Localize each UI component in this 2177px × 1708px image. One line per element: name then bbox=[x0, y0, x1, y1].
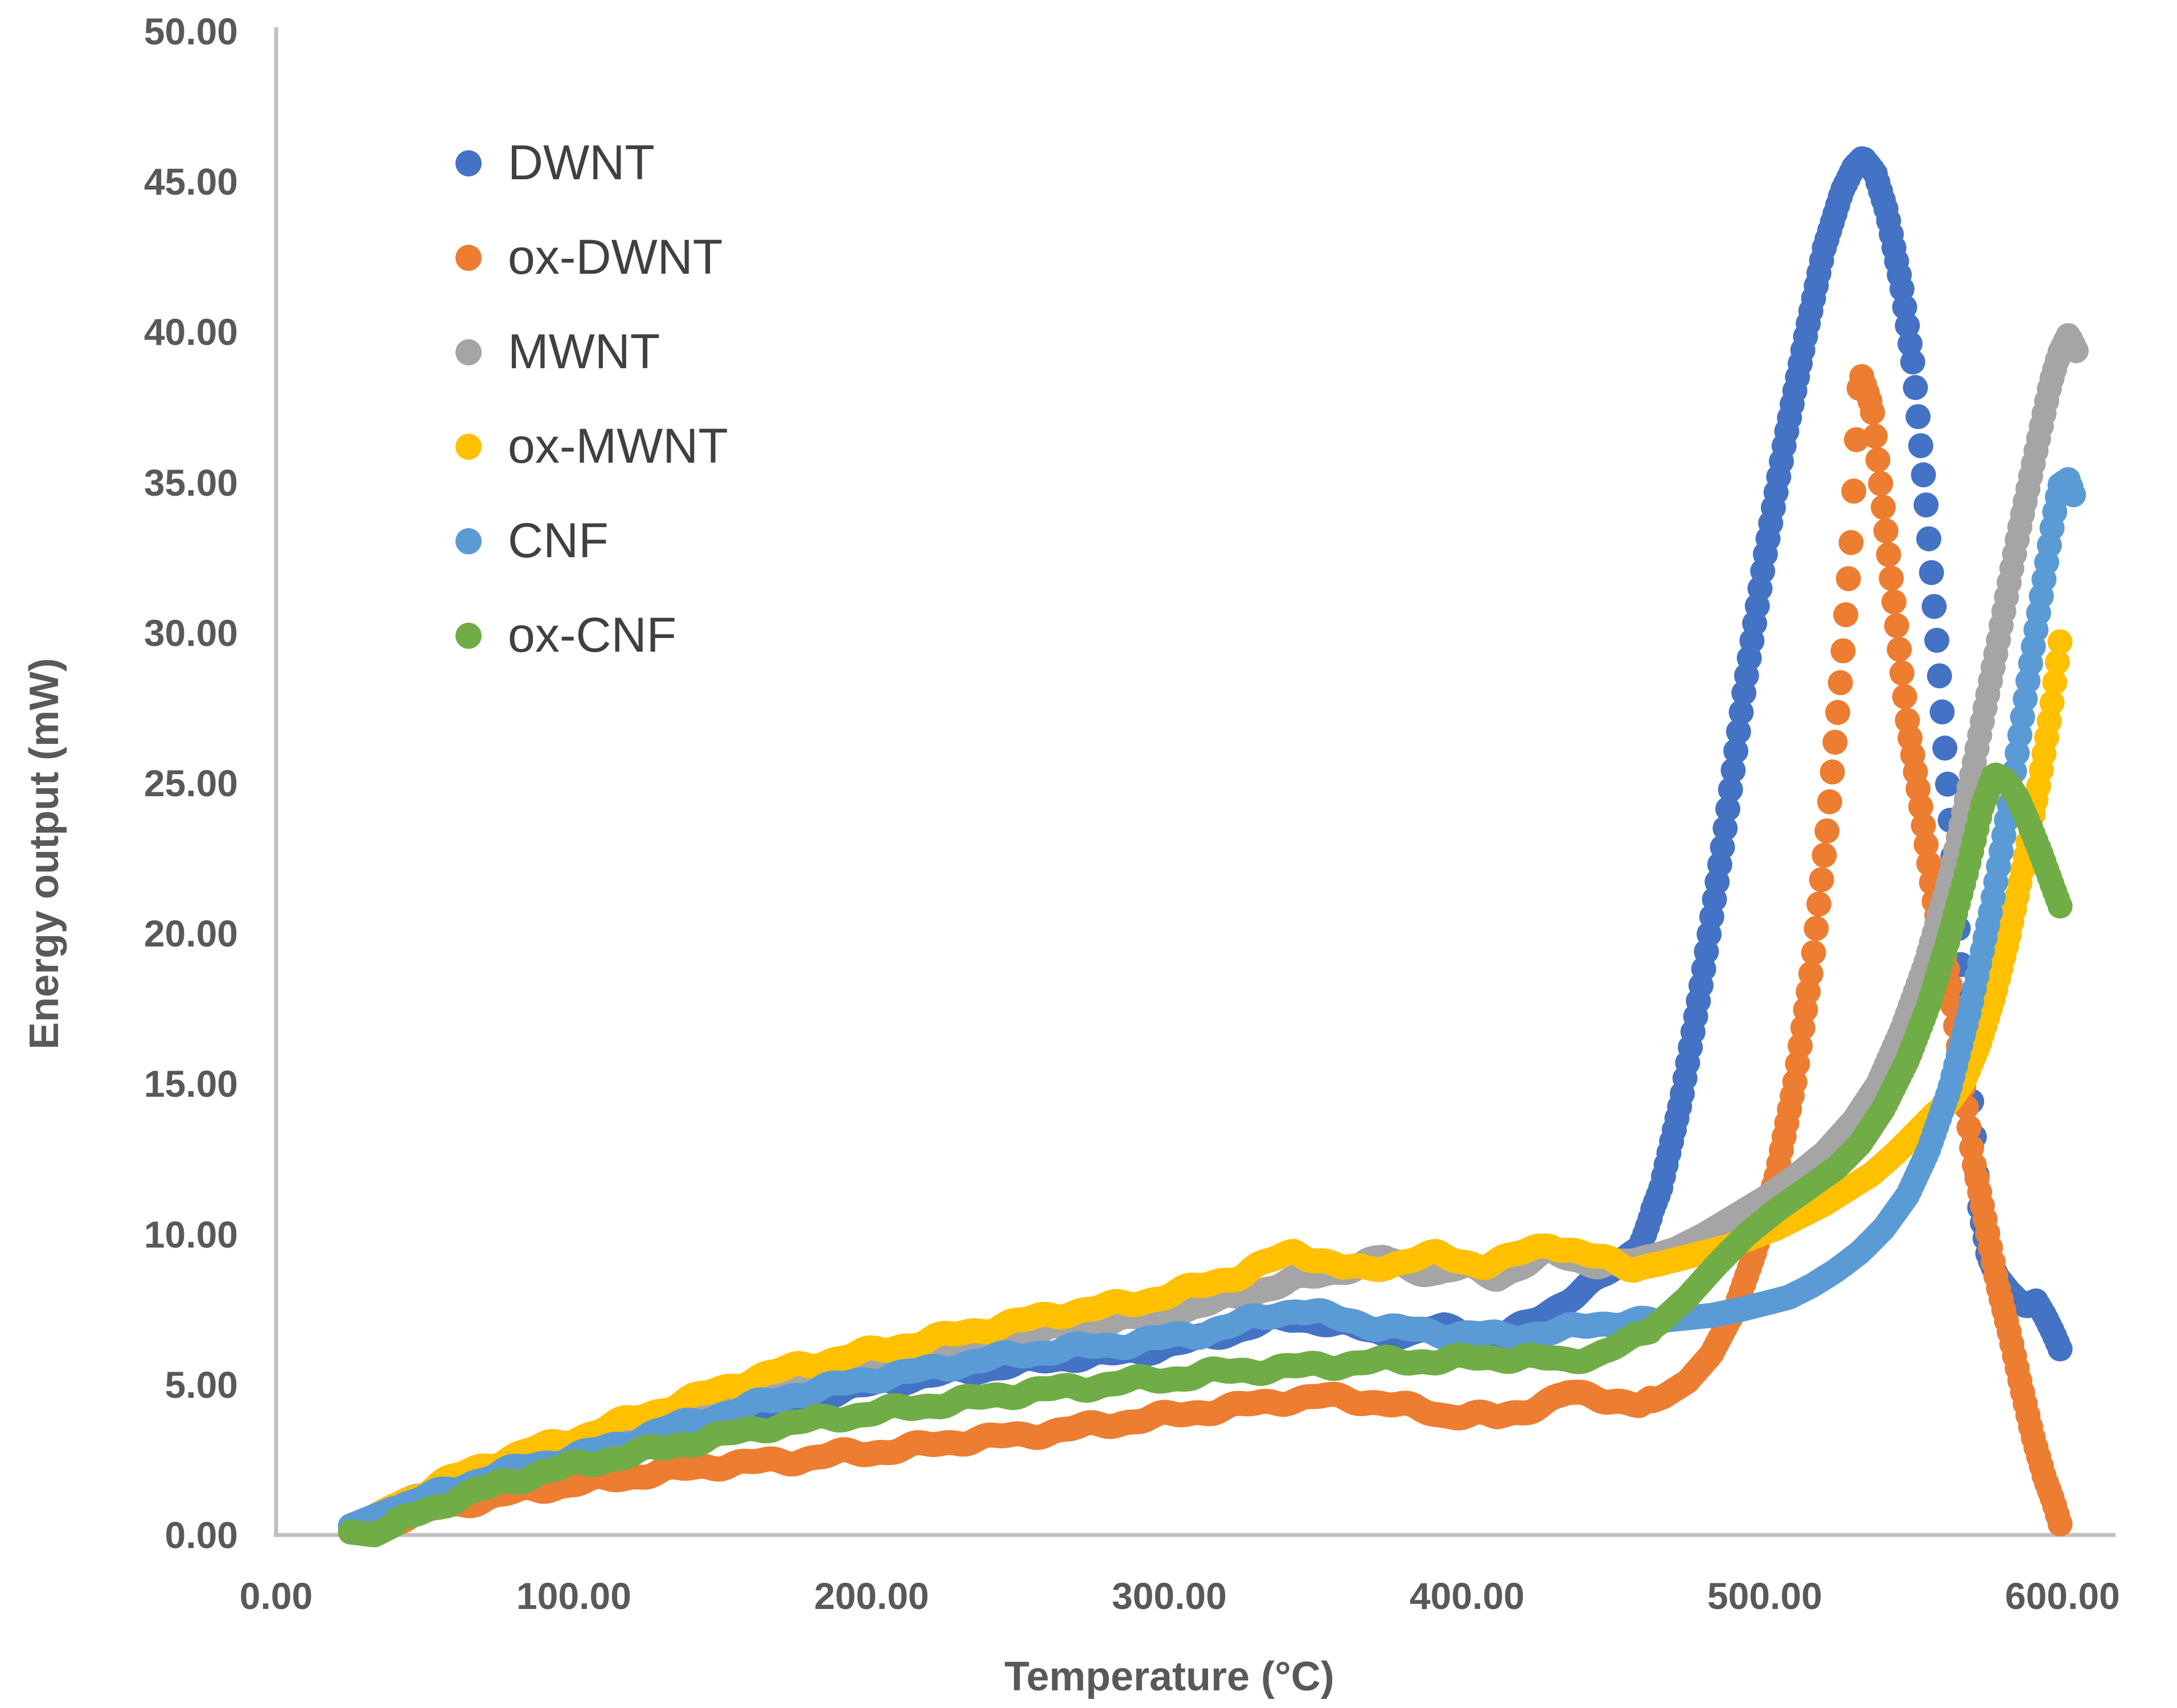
legend-item-ox-DWNT: ox-DWNT bbox=[455, 229, 722, 286]
legend-label: ox-MWNT bbox=[508, 419, 728, 474]
x-axis-tick-label: 100.00 bbox=[516, 1575, 631, 1617]
legend-label: MWNT bbox=[508, 324, 660, 379]
y-axis-tick-label: 25.00 bbox=[143, 762, 238, 804]
y-axis-tick-label: 35.00 bbox=[143, 461, 238, 504]
y-axis-tick-label: 50.00 bbox=[143, 10, 238, 52]
x-axis-tick-label: 200.00 bbox=[814, 1575, 929, 1617]
legend-item-ox-MWNT: ox-MWNT bbox=[455, 418, 728, 475]
y-axis-tick-label: 30.00 bbox=[143, 611, 238, 654]
y-axis-tick-label: 15.00 bbox=[143, 1063, 238, 1105]
x-axis-tick-label: 400.00 bbox=[1409, 1575, 1525, 1617]
y-axis-title: Energy output (mW) bbox=[22, 658, 67, 1050]
legend-label: DWNT bbox=[508, 135, 655, 190]
legend-marker-icon bbox=[455, 528, 482, 554]
legend-item-DWNT: DWNT bbox=[455, 135, 655, 191]
y-axis-tick-label: 45.00 bbox=[143, 160, 238, 203]
legend-label: CNF bbox=[508, 513, 609, 568]
legend-label: ox-CNF bbox=[508, 608, 677, 662]
x-axis-tick-label: 0.00 bbox=[239, 1575, 313, 1617]
y-axis-tick-label: 0.00 bbox=[165, 1514, 238, 1556]
legend-marker-icon bbox=[455, 622, 482, 649]
legend-label: ox-DWNT bbox=[508, 230, 723, 285]
legend-item-CNF: CNF bbox=[455, 513, 609, 569]
x-axis-tick-label: 600.00 bbox=[2005, 1575, 2120, 1617]
y-axis-tick-label: 40.00 bbox=[143, 311, 238, 353]
y-axis-tick-label: 10.00 bbox=[143, 1213, 238, 1256]
legend-marker-icon bbox=[455, 433, 482, 460]
series-ox-CNF bbox=[338, 762, 2073, 1548]
legend-item-ox-CNF: ox-CNF bbox=[455, 607, 676, 664]
legend-marker-icon bbox=[455, 244, 482, 271]
y-axis-tick-label: 5.00 bbox=[165, 1363, 238, 1406]
x-axis-tick-label: 300.00 bbox=[1111, 1575, 1227, 1617]
legend-marker-icon bbox=[455, 339, 482, 365]
legend-item-MWNT: MWNT bbox=[455, 324, 660, 380]
y-axis-tick-label: 20.00 bbox=[143, 912, 238, 955]
legend-marker-icon bbox=[455, 150, 482, 176]
x-axis-tick-label: 500.00 bbox=[1707, 1575, 1822, 1617]
x-axis-title: Temperature (°C) bbox=[1004, 1654, 1334, 1699]
